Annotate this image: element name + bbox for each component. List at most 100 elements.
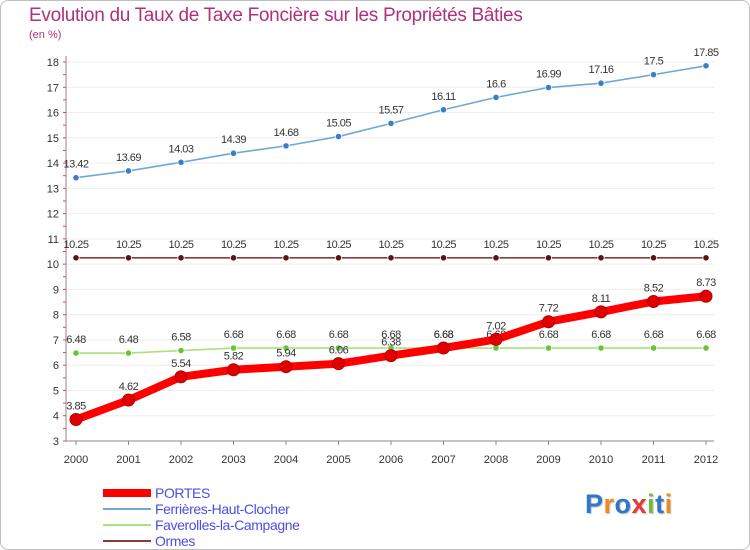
data-point [649, 71, 658, 79]
data-point [282, 254, 290, 262]
data-label: 8.73 [696, 277, 716, 289]
data-label: 5.94 [276, 348, 296, 360]
data-point [544, 344, 553, 352]
y-tick-label: 16 [47, 108, 59, 120]
legend-label: Ormes [155, 533, 196, 549]
y-tick-label: 13 [47, 183, 59, 195]
data-label: 5.82 [224, 351, 244, 363]
data-point [334, 254, 343, 262]
legend-label: PORTES [155, 485, 210, 501]
data-label: 13.42 [63, 159, 88, 171]
y-tick-label: 12 [47, 209, 59, 221]
unit-label: (en %) [29, 29, 62, 41]
data-point [544, 254, 553, 262]
logo-letter: P [585, 489, 604, 519]
data-point [332, 357, 345, 371]
data-point [229, 344, 238, 352]
data-label: 6.68 [224, 329, 244, 341]
y-tick-label: 11 [48, 234, 59, 246]
data-point [124, 167, 133, 175]
data-label: 6.38 [381, 337, 401, 349]
data-label: 10.25 [116, 239, 141, 251]
x-tick-label: 2007 [431, 454, 455, 466]
data-label: 8.11 [592, 293, 611, 305]
x-tick-label: 2011 [642, 454, 666, 466]
data-label: 16.11 [431, 91, 456, 103]
y-tick-label: 5 [53, 385, 59, 397]
data-point [229, 149, 238, 157]
data-label: 6.48 [119, 334, 139, 346]
data-label: 6.68 [329, 329, 349, 341]
logo-letter: i [647, 489, 656, 519]
data-label: 3.85 [66, 401, 86, 413]
x-tick-label: 2005 [326, 454, 350, 466]
data-point [489, 332, 503, 346]
data-label: 17.5 [644, 56, 664, 68]
legend-swatch [103, 524, 151, 526]
x-tick-label: 2010 [589, 454, 613, 466]
data-label: 14.39 [221, 134, 246, 146]
data-point [387, 119, 395, 127]
proxiti-logo: Proxiti [585, 489, 673, 520]
data-label: 6.68 [591, 329, 611, 341]
data-label: 16.6 [486, 78, 506, 90]
data-label: 5.54 [171, 358, 191, 370]
data-label: 6.58 [171, 332, 191, 344]
data-point [597, 344, 605, 352]
y-tick-label: 3 [53, 436, 59, 448]
data-label: 4.62 [119, 381, 139, 393]
data-point [699, 289, 713, 303]
data-label: 10.25 [168, 239, 193, 251]
data-point [649, 344, 658, 352]
data-point [282, 142, 290, 150]
data-point [177, 346, 185, 355]
legend-swatch [103, 508, 151, 510]
data-label: 6.68 [696, 329, 716, 341]
logo-letter: i [664, 489, 673, 519]
y-tick-label: 14 [47, 158, 59, 170]
data-label: 8.52 [644, 283, 664, 295]
data-point [72, 174, 80, 182]
data-label: 10.25 [326, 239, 351, 251]
data-point [177, 158, 185, 166]
data-point [69, 413, 83, 427]
x-tick-label: 2001 [116, 454, 140, 466]
data-label: 10.25 [431, 239, 456, 251]
data-point [122, 393, 135, 407]
data-point [124, 349, 133, 357]
data-label: 15.05 [326, 118, 351, 130]
data-point [439, 254, 448, 262]
data-point [702, 344, 710, 352]
data-label: 10.25 [273, 239, 298, 251]
y-tick-label: 15 [47, 133, 59, 145]
data-point [387, 254, 395, 262]
y-tick-label: 10 [47, 259, 59, 271]
data-label: 10.25 [693, 239, 718, 251]
data-label: 15.57 [378, 104, 403, 116]
y-tick-label: 18 [47, 57, 59, 69]
data-point [492, 254, 500, 262]
y-tick-label: 9 [53, 284, 59, 296]
x-tick-label: 2008 [484, 454, 508, 466]
data-point [437, 341, 450, 355]
x-tick-label: 2002 [169, 454, 193, 466]
data-label: 10.25 [378, 239, 403, 251]
data-label: 6.68 [539, 329, 559, 341]
chart-title: Evolution du Taux de Taxe Foncière sur l… [29, 5, 523, 26]
x-tick-label: 2009 [536, 454, 560, 466]
data-point [334, 132, 343, 141]
data-label: 10.25 [221, 239, 246, 251]
data-point [597, 79, 605, 87]
data-label: 6.68 [276, 329, 296, 341]
legend-swatch [103, 489, 151, 497]
data-label: 6.06 [329, 345, 349, 357]
data-label: 6.68 [434, 329, 454, 341]
data-point [72, 254, 80, 262]
data-label: 14.03 [168, 143, 193, 155]
x-tick-label: 2000 [64, 454, 88, 466]
data-label: 10.25 [536, 239, 561, 251]
data-point [649, 254, 658, 262]
data-point [702, 254, 710, 262]
y-tick-label: 17 [47, 82, 59, 94]
